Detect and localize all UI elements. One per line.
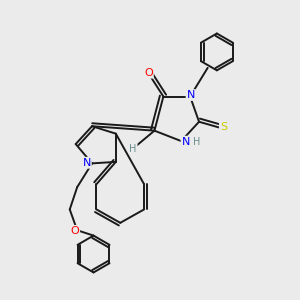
Text: O: O: [70, 226, 79, 236]
Text: O: O: [144, 68, 153, 78]
Text: N: N: [82, 158, 91, 168]
Text: S: S: [220, 122, 227, 132]
Text: H: H: [193, 137, 200, 147]
Text: N: N: [187, 90, 195, 100]
Text: N: N: [182, 137, 190, 147]
Text: H: H: [129, 143, 137, 154]
